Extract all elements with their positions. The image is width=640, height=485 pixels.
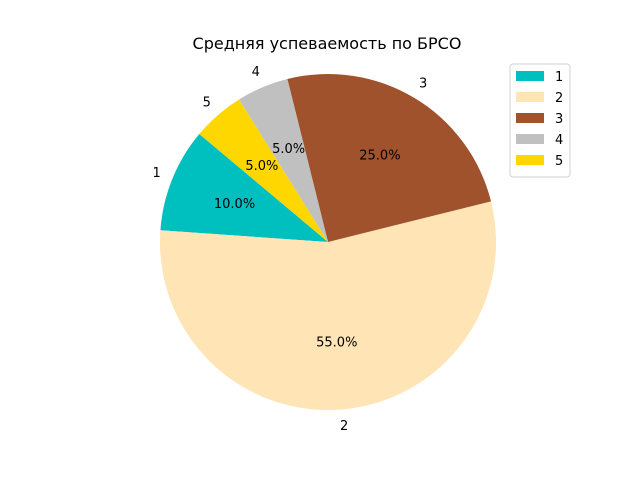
legend-swatch-2 xyxy=(516,92,544,102)
slice-percent-label: 5.0% xyxy=(245,159,278,174)
slice-category-label: 3 xyxy=(419,77,427,92)
slice-percent-label: 55.0% xyxy=(316,335,357,350)
slice-category-label: 4 xyxy=(252,65,260,80)
legend-label-2: 2 xyxy=(555,91,563,106)
slice-category-label: 2 xyxy=(340,419,348,434)
slice-category-label: 1 xyxy=(153,166,161,181)
slice-percent-label: 25.0% xyxy=(359,149,400,164)
legend-swatch-4 xyxy=(516,134,544,144)
legend-label-1: 1 xyxy=(555,70,563,85)
legend-swatch-3 xyxy=(516,113,544,123)
pie-slice-1 xyxy=(160,134,328,242)
legend-swatch-5 xyxy=(516,155,544,165)
legend-label-5: 5 xyxy=(555,154,563,169)
pie-slice-5 xyxy=(199,99,328,242)
slice-category-label: 5 xyxy=(203,96,211,111)
chart-title: Средняя успеваемость по БРСО xyxy=(193,34,462,53)
legend-label-3: 3 xyxy=(555,112,563,127)
pie-labels: 110.0%255.0%325.0%45.0%55.0% xyxy=(153,65,428,434)
legend-label-4: 4 xyxy=(555,133,563,148)
chart-legend: 1 2 3 4 5 xyxy=(509,63,571,178)
legend-swatch-1 xyxy=(516,71,544,81)
pie-slice-4 xyxy=(238,78,328,242)
pie-slice-3 xyxy=(287,74,492,243)
slice-percent-label: 5.0% xyxy=(272,142,305,157)
slice-percent-label: 10.0% xyxy=(214,197,255,212)
pie-slice-2 xyxy=(160,201,496,410)
pie-slices xyxy=(160,74,496,410)
